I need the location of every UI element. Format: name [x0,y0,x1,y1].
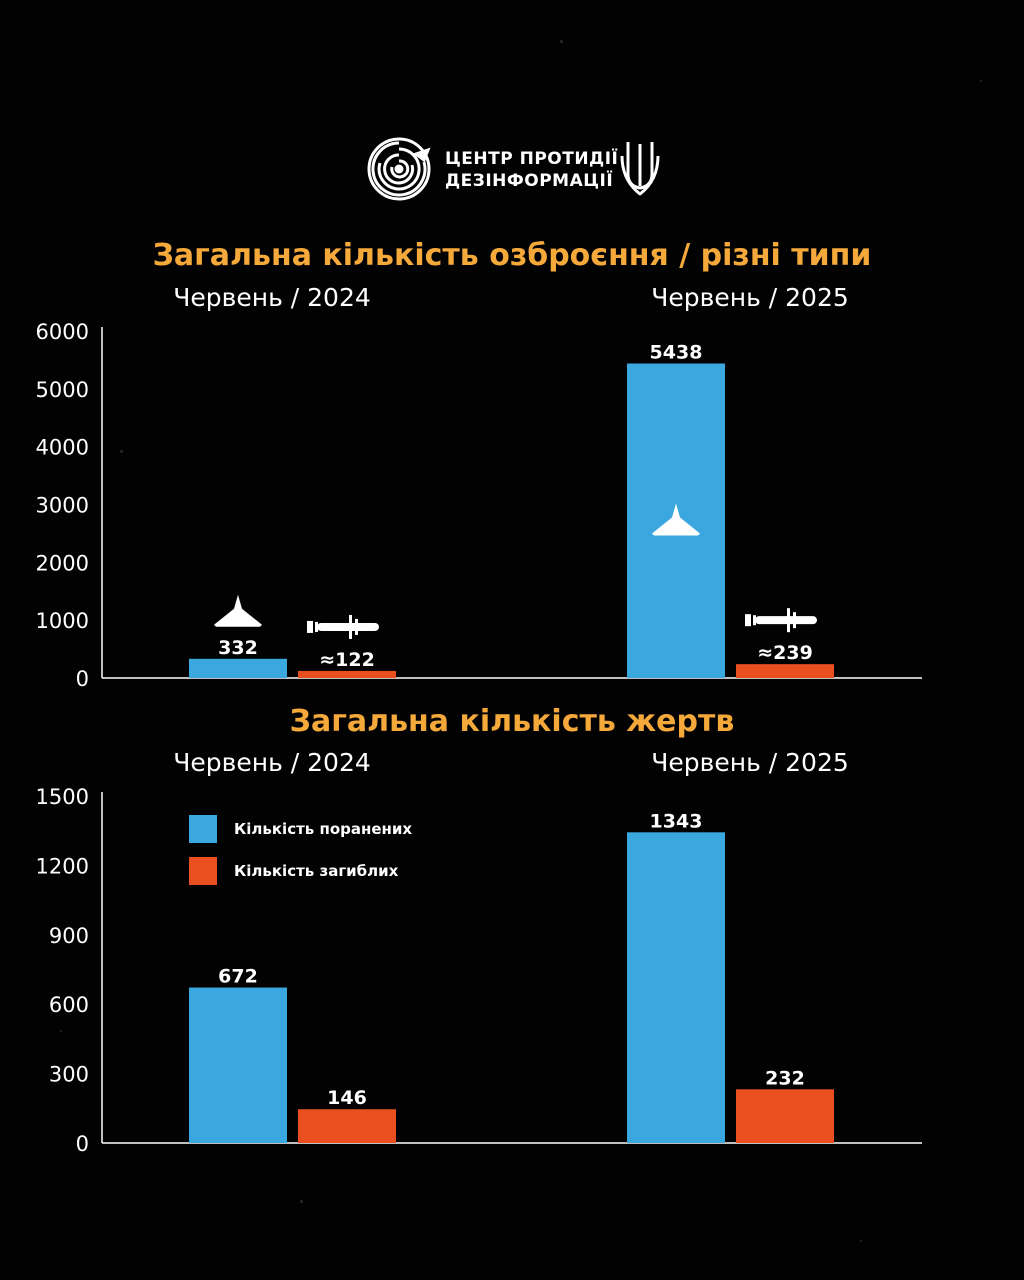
trident-icon [620,142,660,196]
category-label: Червень / 2024 [173,748,371,777]
bar [189,987,287,1143]
legend-swatch [189,815,217,843]
data-label: 332 [218,637,258,659]
y-tick-label: 300 [49,1063,89,1087]
background-speck [560,40,563,43]
category-label: Червень / 2024 [173,283,371,312]
y-tick-label: 1200 [36,854,89,878]
legend-label: Кількість поранених [234,820,412,838]
y-tick-label: 0 [76,667,89,691]
category-label: Червень / 2025 [651,748,849,777]
y-tick-label: 3000 [36,494,89,518]
y-tick-label: 4000 [36,436,89,460]
legend-label: Кількість загиблих [234,862,399,880]
background-speck [980,80,982,82]
background-speck [60,1030,62,1032]
category-label: Червень / 2025 [651,283,849,312]
y-tick-label: 6000 [36,320,89,344]
data-label: ≈239 [757,642,813,664]
data-label: 1343 [650,810,703,832]
organization-name-line-2: ДЕЗІНФОРМАЦІЇ [445,171,614,191]
y-tick-label: 1500 [36,785,89,809]
bar [298,1109,396,1143]
background-speck [120,450,123,453]
drone-icon [652,503,700,536]
data-label: 146 [327,1087,367,1109]
data-label: 672 [218,966,258,988]
y-tick-label: 900 [49,924,89,948]
bar [627,832,725,1143]
y-tick-label: 1000 [36,609,89,633]
legend-swatch [189,857,217,885]
background-speck [860,1240,862,1242]
missile-icon [745,608,817,633]
y-tick-label: 2000 [36,551,89,575]
drone-icon [214,594,262,627]
data-label: ≈122 [319,649,375,671]
data-label: 232 [765,1067,805,1089]
bar [736,664,834,678]
y-tick-label: 600 [49,993,89,1017]
chart-title-weapons: Загальна кількість озброєння / різні тип… [152,238,872,273]
missile-icon [307,614,379,639]
chart-title-casualties: Загальна кількість жертв [289,704,735,739]
data-label: 5438 [650,342,703,364]
background-speck [300,1200,303,1203]
bar [189,658,287,678]
organization-name: ЦЕНТР ПРОТИДІЇ ДЕЗІНФОРМАЦІЇ [445,148,645,192]
maze-circle-logo-icon [367,137,431,201]
bar [736,1089,834,1143]
chart-casualties: 0 300 600 900 1200 1500 Червень / 2024 Червень … [36,748,922,1156]
y-tick-label: 5000 [36,378,89,402]
organization-logo [367,137,660,201]
chart-weapons: 0 1000 2000 3000 4000 5000 6000 Червень / 2024 Ч… [36,283,922,691]
y-tick-label: 0 [76,1132,89,1156]
organization-name-line-1: ЦЕНТР ПРОТИДІЇ [445,149,619,169]
bar [298,670,396,678]
